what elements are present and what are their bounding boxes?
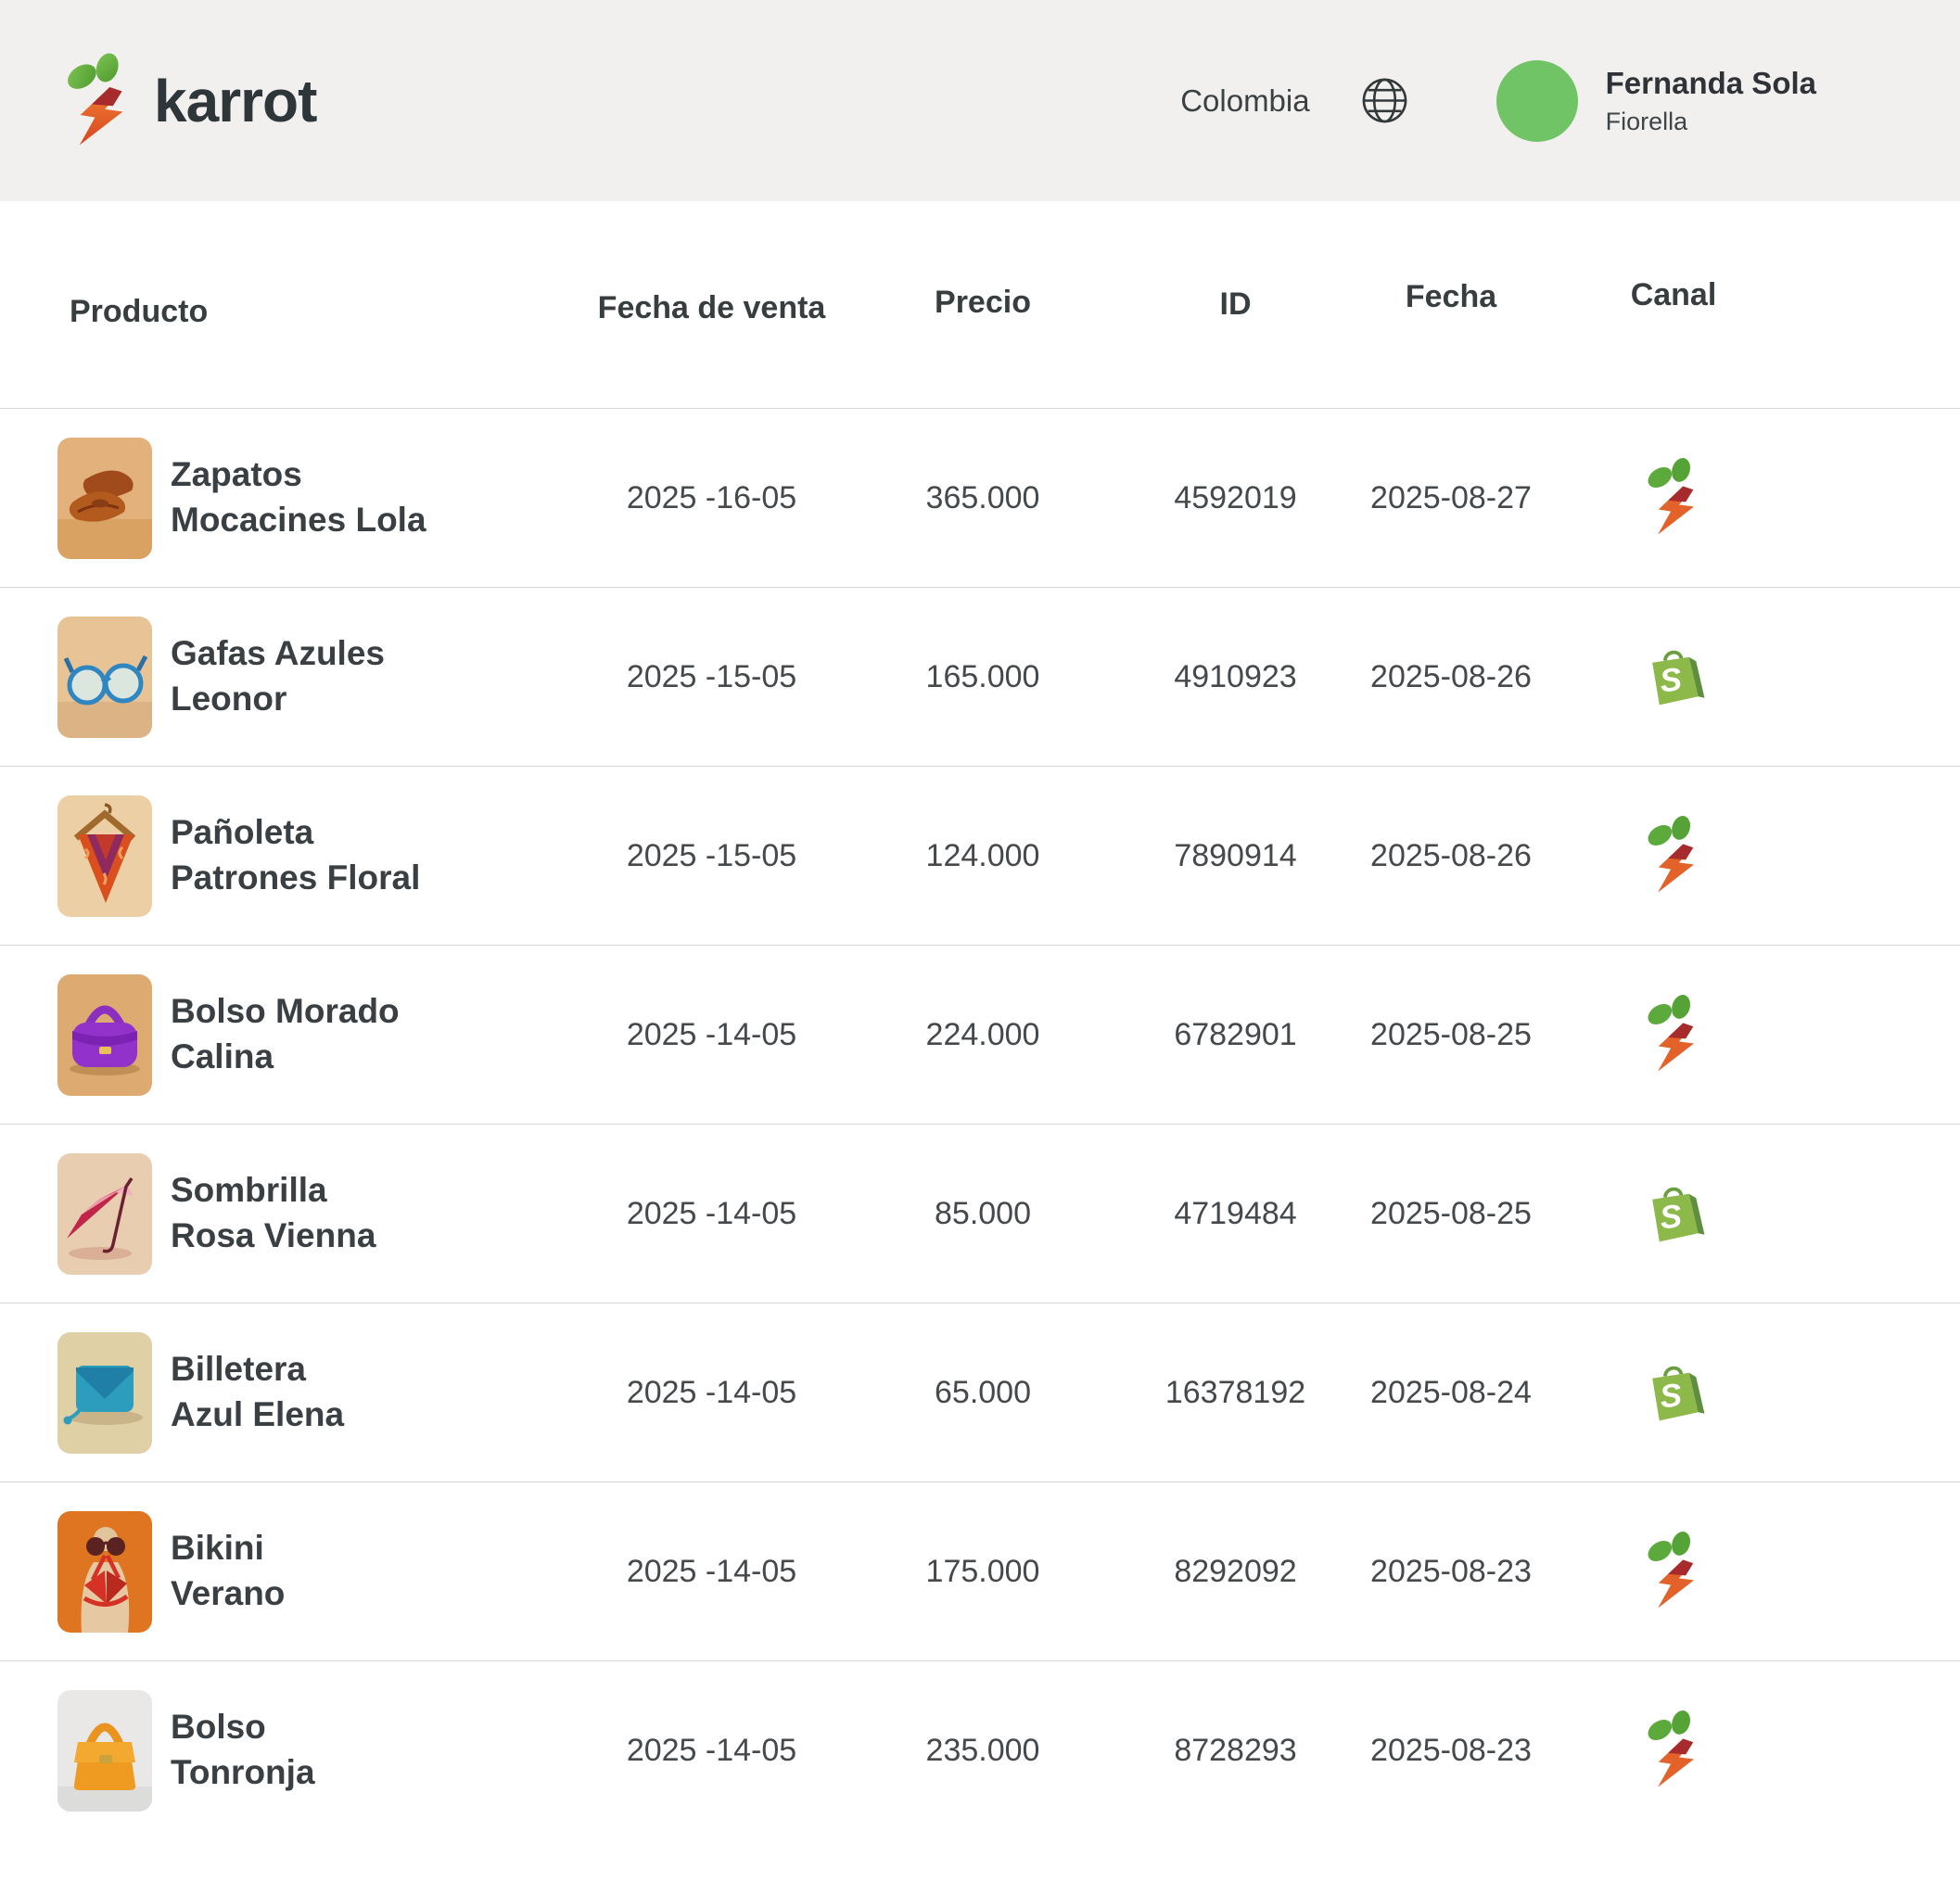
- product-name: Sombrilla Rosa Vienna: [171, 1171, 376, 1254]
- shopify-channel-icon: S: [1638, 1178, 1709, 1249]
- sale-date-value: 2025 -16-05: [626, 479, 797, 515]
- column-header-canal[interactable]: Canal: [1630, 277, 1717, 312]
- product-name: Pañoleta Patrones Floral: [171, 813, 421, 896]
- table-row[interactable]: Pañoleta Patrones Floral 2025 -15-05 124…: [0, 766, 1960, 945]
- product-name: Bolso Tonronja: [171, 1708, 315, 1791]
- id-value: 4592019: [1174, 479, 1297, 515]
- date-value: 2025-08-23: [1370, 1553, 1532, 1589]
- karrot-channel-icon: [1639, 1531, 1708, 1612]
- brand-name: karrot: [154, 67, 317, 134]
- id-value: 7890914: [1174, 837, 1297, 873]
- product-name: Bikini Verano: [171, 1529, 286, 1612]
- column-header-fecha[interactable]: Fecha: [1405, 279, 1497, 314]
- channel-cell: S: [1567, 1178, 1780, 1249]
- price-value: 165.000: [925, 658, 1040, 694]
- table-row[interactable]: Bikini Verano 2025 -14-05 175.000 829209…: [0, 1481, 1960, 1660]
- sale-date-value: 2025 -15-05: [626, 837, 797, 873]
- karrot-channel-icon: [1639, 815, 1708, 896]
- user-name: Fernanda Sola: [1605, 65, 1816, 100]
- channel-cell: [1567, 1710, 1780, 1791]
- globe-icon[interactable]: [1358, 74, 1411, 127]
- country-label[interactable]: Colombia: [1180, 83, 1310, 118]
- user-info[interactable]: Fernanda Sola Fiorella: [1606, 68, 1816, 134]
- table-body: Zapatos Mocacines Lola 2025 -16-05 365.0…: [0, 408, 1960, 1839]
- sale-date-value: 2025 -14-05: [626, 1732, 797, 1768]
- id-value: 6782901: [1174, 1016, 1297, 1052]
- id-value: 4910923: [1174, 658, 1297, 694]
- sale-date-value: 2025 -14-05: [626, 1016, 797, 1052]
- product-image: [57, 1510, 152, 1633]
- table-row[interactable]: Zapatos Mocacines Lola 2025 -16-05 365.0…: [0, 408, 1960, 587]
- sale-date-value: 2025 -14-05: [626, 1195, 797, 1231]
- karrot-channel-icon: [1639, 1710, 1708, 1791]
- svg-text:S: S: [1658, 1198, 1684, 1237]
- sale-date-value: 2025 -14-05: [626, 1374, 797, 1410]
- shopify-channel-icon: S: [1638, 642, 1709, 712]
- table-row[interactable]: Sombrilla Rosa Vienna 2025 -14-05 85.000…: [0, 1124, 1960, 1303]
- product-image: [57, 795, 152, 917]
- user-subtitle: Fiorella: [1605, 107, 1688, 135]
- product-image: [57, 1689, 152, 1812]
- id-value: 8292092: [1174, 1553, 1297, 1589]
- product-image: [57, 1152, 152, 1275]
- karrot-channel-icon: [1639, 994, 1708, 1075]
- channel-cell: S: [1567, 1357, 1780, 1428]
- channel-cell: [1567, 457, 1780, 539]
- table-header-row: Producto Fecha de venta Precio ID Fecha …: [0, 201, 1960, 408]
- date-value: 2025-08-27: [1370, 479, 1532, 515]
- product-image: [57, 1331, 152, 1454]
- shopify-channel-icon: S: [1638, 1357, 1709, 1428]
- table-row[interactable]: Billetera Azul Elena 2025 -14-05 65.000 …: [0, 1303, 1960, 1481]
- karrot-channel-icon: [1639, 457, 1708, 539]
- column-header-id[interactable]: ID: [1219, 286, 1252, 322]
- column-header-producto[interactable]: Producto: [70, 294, 209, 329]
- table-row[interactable]: Gafas Azules Leonor 2025 -15-05 165.000 …: [0, 587, 1960, 766]
- product-name: Zapatos Mocacines Lola: [171, 455, 426, 539]
- price-value: 235.000: [925, 1732, 1040, 1768]
- brand[interactable]: karrot: [57, 50, 317, 152]
- price-value: 175.000: [925, 1553, 1040, 1589]
- date-value: 2025-08-23: [1370, 1732, 1532, 1768]
- top-bar: karrot Colombia Fernanda Sola Fiorella: [0, 0, 1960, 201]
- table-row[interactable]: Bolso Tonronja 2025 -14-05 235.000 87282…: [0, 1660, 1960, 1839]
- price-value: 224.000: [925, 1016, 1040, 1052]
- product-image: [57, 437, 152, 559]
- product-name: Bolso Morado Calina: [171, 992, 400, 1075]
- column-header-precio[interactable]: Precio: [935, 285, 1031, 320]
- id-value: 8728293: [1174, 1732, 1297, 1768]
- date-value: 2025-08-25: [1370, 1016, 1532, 1052]
- user-avatar[interactable]: [1495, 59, 1578, 142]
- svg-text:S: S: [1658, 661, 1684, 700]
- sale-date-value: 2025 -14-05: [626, 1553, 797, 1589]
- sale-date-value: 2025 -15-05: [626, 658, 797, 694]
- channel-cell: [1567, 815, 1780, 896]
- price-value: 124.000: [925, 837, 1040, 873]
- product-image: [57, 616, 152, 738]
- id-value: 16378192: [1165, 1374, 1306, 1410]
- price-value: 365.000: [925, 479, 1040, 515]
- product-name: Billetera Azul Elena: [171, 1350, 345, 1433]
- date-value: 2025-08-26: [1370, 658, 1532, 694]
- product-name: Gafas Azules Leonor: [171, 634, 385, 718]
- product-image: [57, 973, 152, 1096]
- id-value: 4719484: [1174, 1195, 1297, 1231]
- date-value: 2025-08-25: [1370, 1195, 1532, 1231]
- svg-text:S: S: [1658, 1377, 1684, 1416]
- date-value: 2025-08-24: [1370, 1374, 1532, 1410]
- table-row[interactable]: Bolso Morado Calina 2025 -14-05 224.000 …: [0, 945, 1960, 1124]
- karrot-logo-icon: [68, 52, 123, 146]
- sales-table: Producto Fecha de venta Precio ID Fecha …: [0, 201, 1960, 1839]
- column-header-fecha-de-venta[interactable]: Fecha de venta: [597, 290, 826, 325]
- price-value: 65.000: [935, 1374, 1031, 1410]
- date-value: 2025-08-26: [1370, 837, 1532, 873]
- price-value: 85.000: [935, 1195, 1031, 1231]
- channel-cell: [1567, 1531, 1780, 1612]
- channel-cell: S: [1567, 642, 1780, 712]
- channel-cell: [1567, 994, 1780, 1075]
